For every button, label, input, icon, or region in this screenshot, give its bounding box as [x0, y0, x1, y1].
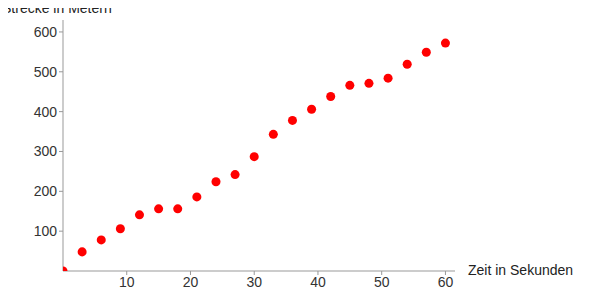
svg-text:100: 100: [34, 223, 58, 239]
svg-text:60: 60: [438, 274, 454, 290]
svg-text:600: 600: [34, 24, 58, 40]
svg-text:20: 20: [183, 274, 199, 290]
svg-text:400: 400: [34, 104, 58, 120]
html-text:Zeit in Sekunden: Zeit in Sekunden: [468, 262, 574, 278]
svg-text:30: 30: [246, 274, 262, 290]
svg-text:300: 300: [34, 143, 58, 159]
svg-text:200: 200: [34, 183, 58, 199]
svg-text:10: 10: [119, 274, 135, 290]
svg-text:40: 40: [310, 274, 326, 290]
svg-text:500: 500: [34, 64, 58, 80]
html-text:Strecke in Metern: Strecke in Metern: [2, 0, 112, 16]
svg-text:50: 50: [374, 274, 390, 290]
